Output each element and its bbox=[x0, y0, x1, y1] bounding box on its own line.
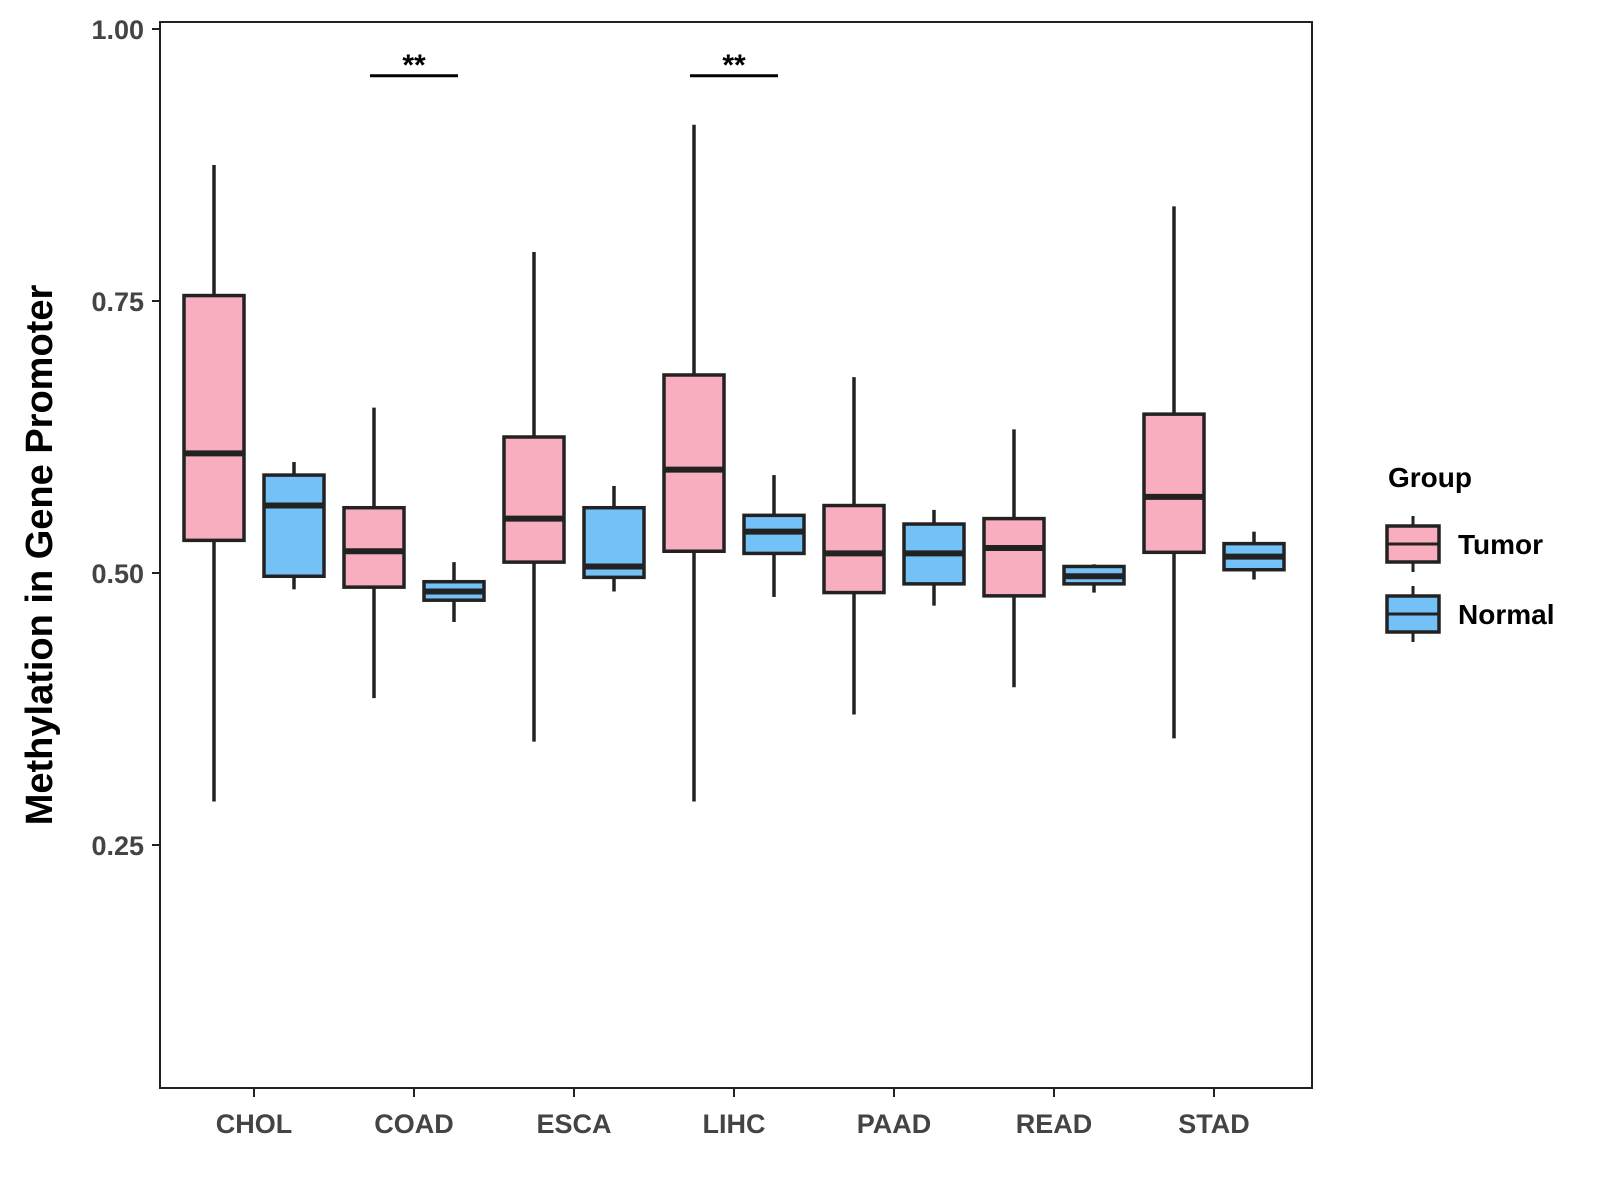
x-tick-label: READ bbox=[1016, 1109, 1093, 1139]
box-tumor-coad bbox=[342, 407, 406, 699]
x-tick-label: LIHC bbox=[703, 1109, 766, 1139]
box-normal-coad bbox=[422, 562, 486, 622]
legend-title: Group bbox=[1388, 462, 1472, 493]
plot-layer: ** ** bbox=[182, 49, 1286, 802]
legend-item-normal: Normal bbox=[1385, 586, 1554, 642]
y-tick-label: 0.50 bbox=[91, 559, 144, 589]
box-tumor-paad bbox=[822, 377, 886, 715]
box-iqr bbox=[342, 505, 406, 589]
significance-label-coad: ** bbox=[402, 49, 426, 82]
x-tick-label: PAAD bbox=[857, 1109, 932, 1139]
box-normal-chol bbox=[262, 462, 326, 590]
legend-label-normal: Normal bbox=[1458, 599, 1554, 630]
box-tumor-esca bbox=[502, 252, 566, 742]
box-tumor-read bbox=[982, 429, 1046, 688]
y-axis-title: Methylation in Gene Promoter bbox=[19, 285, 61, 826]
legend-label-tumor: Tumor bbox=[1458, 529, 1543, 560]
y-tick-label: 1.00 bbox=[91, 15, 144, 45]
box-normal-stad bbox=[1222, 531, 1286, 580]
box-iqr bbox=[662, 373, 726, 553]
box-tumor-stad bbox=[1142, 206, 1206, 739]
box-iqr bbox=[182, 293, 246, 543]
legend-item-tumor: Tumor bbox=[1385, 516, 1543, 572]
legend: Group Tumor Normal bbox=[1385, 462, 1554, 642]
box-iqr bbox=[262, 473, 326, 579]
significance-label-lihc: ** bbox=[722, 49, 746, 82]
box-tumor-lihc bbox=[662, 124, 726, 802]
y-tick-label: 0.25 bbox=[91, 831, 144, 861]
x-tick-label: ESCA bbox=[536, 1109, 611, 1139]
x-tick-label: COAD bbox=[374, 1109, 454, 1139]
x-axis: CHOL COAD ESCA LIHC PAAD READ STAD bbox=[216, 1088, 1250, 1139]
box-iqr bbox=[982, 516, 1046, 598]
plot-panel-border bbox=[159, 21, 1313, 1089]
x-tick-label: CHOL bbox=[216, 1109, 293, 1139]
box-normal-lihc bbox=[742, 475, 806, 597]
box-iqr bbox=[502, 435, 566, 564]
y-axis: 0.25 0.50 0.75 1.00 bbox=[91, 15, 160, 861]
box-iqr bbox=[1142, 412, 1206, 555]
box-iqr bbox=[822, 503, 886, 595]
box-normal-read bbox=[1062, 564, 1126, 593]
box-normal-paad bbox=[902, 509, 966, 606]
x-tick-label: STAD bbox=[1178, 1109, 1250, 1139]
box-normal-esca bbox=[582, 485, 646, 592]
y-tick-label: 0.75 bbox=[91, 287, 144, 317]
box-tumor-chol bbox=[182, 165, 246, 802]
